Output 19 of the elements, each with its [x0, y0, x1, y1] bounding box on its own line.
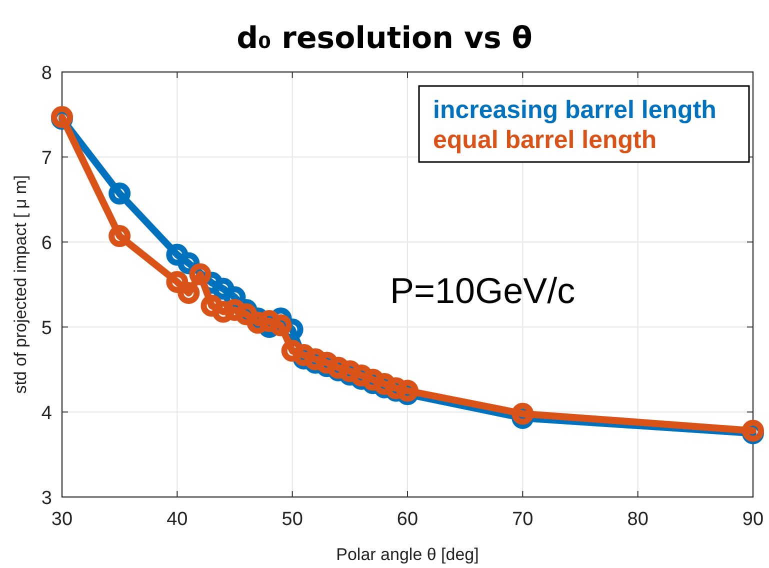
text: equal barrel length	[433, 126, 657, 154]
y-tick-label: 3	[41, 488, 52, 509]
x-tick-label: 60	[396, 509, 418, 530]
y-tick-label: 7	[41, 148, 52, 169]
text: increasing barrel length	[433, 96, 716, 124]
x-tick-label: 80	[627, 509, 648, 530]
y-tick-label: 5	[41, 318, 52, 339]
x-axis-title: Polar angle θ [deg]	[336, 545, 479, 564]
annotation: P=10GeV/c	[390, 270, 576, 311]
y-axis-title: std of projected impact [ μ m]	[11, 175, 30, 394]
y-tick-label: 8	[41, 63, 52, 84]
y-tick-label: 6	[41, 233, 52, 254]
x-tick-label: 90	[742, 509, 764, 530]
chart-title: d₀ resolution vs θ	[236, 21, 532, 56]
x-tick-label: 50	[282, 509, 303, 530]
x-tick-label: 40	[166, 509, 188, 530]
x-tick-label: 70	[512, 509, 534, 530]
x-tick-label: 30	[51, 509, 73, 530]
y-tick-label: 4	[41, 403, 52, 424]
